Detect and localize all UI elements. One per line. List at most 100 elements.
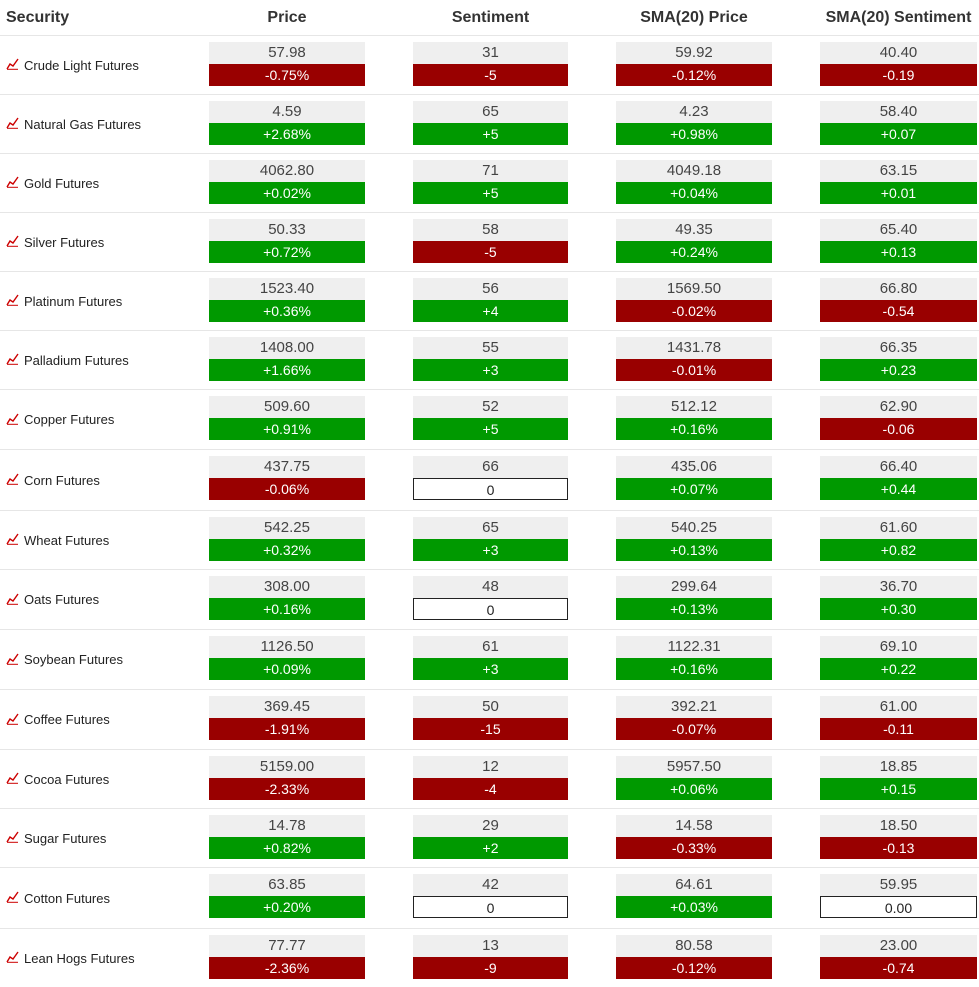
sma-sentiment-value: 18.85 — [820, 756, 977, 778]
trend-chart-icon[interactable] — [6, 234, 24, 250]
table-row: Cocoa Futures 5159.00 -2.33% 12 -4 5957.… — [0, 750, 979, 809]
sma-price-value: 435.06 — [616, 456, 772, 478]
security-cell[interactable]: Wheat Futures — [6, 511, 109, 569]
sma-price-value: 49.35 — [616, 219, 772, 241]
trend-chart-icon[interactable] — [6, 412, 24, 428]
security-cell[interactable]: Coffee Futures — [6, 690, 110, 749]
sentiment-value: 56 — [413, 278, 568, 300]
sma-price-value: 64.61 — [616, 874, 772, 896]
security-name[interactable]: Natural Gas Futures — [24, 116, 142, 132]
price-cell: 63.85 +0.20% — [209, 874, 365, 918]
price-change: +0.72% — [209, 241, 365, 263]
security-cell[interactable]: Gold Futures — [6, 154, 99, 212]
security-cell[interactable]: Natural Gas Futures — [6, 95, 141, 153]
security-name[interactable]: Sugar Futures — [24, 830, 107, 846]
security-name[interactable]: Wheat Futures — [24, 532, 110, 548]
sma-price-cell: 59.92 -0.12% — [616, 42, 772, 86]
header-sma-price[interactable]: SMA(20) Price — [640, 8, 748, 26]
sma-sentiment-change: +0.82 — [820, 539, 977, 561]
security-name[interactable]: Lean Hogs Futures — [24, 950, 135, 966]
security-name[interactable]: Coffee Futures — [24, 712, 110, 727]
price-change: -1.91% — [209, 718, 365, 740]
sma-sentiment-cell: 40.40 -0.19 — [820, 42, 977, 86]
price-value: 1408.00 — [209, 337, 365, 359]
sentiment-change: -9 — [413, 957, 568, 979]
security-cell[interactable]: Crude Light Futures — [6, 36, 139, 94]
sma-price-change: +0.13% — [616, 598, 772, 620]
security-cell[interactable]: Cocoa Futures — [6, 750, 109, 808]
sentiment-cell: 50 -15 — [413, 696, 568, 740]
security-name[interactable]: Oats Futures — [24, 592, 100, 607]
trend-chart-icon[interactable] — [6, 352, 24, 368]
trend-chart-icon[interactable] — [6, 472, 24, 488]
price-value: 14.78 — [209, 815, 365, 837]
trend-chart-icon[interactable] — [6, 652, 24, 668]
header-sentiment[interactable]: Sentiment — [451, 8, 530, 26]
sma-price-value: 59.92 — [616, 42, 772, 64]
trend-chart-icon[interactable] — [6, 116, 24, 132]
sma-price-value: 299.64 — [616, 576, 772, 598]
security-name[interactable]: Silver Futures — [24, 234, 105, 250]
trend-chart-icon[interactable] — [6, 175, 24, 191]
trend-chart-icon[interactable] — [6, 57, 24, 73]
sma-price-value: 4.23 — [616, 101, 772, 123]
security-cell[interactable]: Oats Futures — [6, 570, 99, 629]
sma-sentiment-change: -0.54 — [820, 300, 977, 322]
security-cell[interactable]: Palladium Futures — [6, 331, 129, 389]
security-cell[interactable]: Platinum Futures — [6, 272, 122, 330]
price-change: +0.32% — [209, 539, 365, 561]
trend-chart-icon[interactable] — [6, 950, 24, 966]
header-sma-sentiment[interactable]: SMA(20) Sentiment — [825, 8, 972, 26]
security-cell[interactable]: Silver Futures — [6, 213, 104, 271]
security-name[interactable]: Gold Futures — [24, 175, 100, 191]
security-name[interactable]: Crude Light Futures — [24, 57, 139, 73]
trend-chart-icon[interactable] — [6, 532, 24, 548]
trend-chart-icon[interactable] — [6, 890, 24, 906]
trend-chart-icon[interactable] — [6, 771, 24, 787]
trend-chart-icon[interactable] — [6, 592, 24, 608]
sma-sentiment-cell: 23.00 -0.74 — [820, 935, 977, 979]
header-security[interactable]: Security — [6, 8, 70, 26]
sma-price-cell: 1431.78 -0.01% — [616, 337, 772, 381]
trend-chart-icon[interactable] — [6, 293, 24, 309]
security-name[interactable]: Platinum Futures — [24, 293, 123, 309]
sma-price-change: +0.03% — [616, 896, 772, 918]
sma-price-change: -0.12% — [616, 957, 772, 979]
security-name[interactable]: Cocoa Futures — [24, 771, 110, 787]
table-row: Wheat Futures 542.25 +0.32% 65 +3 540.25… — [0, 511, 979, 570]
price-change: -2.33% — [209, 778, 365, 800]
security-name[interactable]: Palladium Futures — [24, 352, 129, 368]
table-row: Palladium Futures 1408.00 +1.66% 55 +3 1… — [0, 331, 979, 390]
sentiment-cell: 55 +3 — [413, 337, 568, 381]
sma-price-cell: 1122.31 +0.16% — [616, 636, 772, 680]
price-change: +0.82% — [209, 837, 365, 859]
table-row: Coffee Futures 369.45 -1.91% 50 -15 392.… — [0, 690, 979, 750]
security-cell[interactable]: Lean Hogs Futures — [6, 929, 135, 987]
security-name[interactable]: Corn Futures — [24, 472, 100, 488]
security-cell[interactable]: Corn Futures — [6, 450, 100, 510]
trend-chart-icon[interactable] — [6, 830, 24, 846]
sma-sentiment-cell: 18.85 +0.15 — [820, 756, 977, 800]
sma-sentiment-change: +0.13 — [820, 241, 977, 263]
price-value: 5159.00 — [209, 756, 365, 778]
security-name[interactable]: Soybean Futures — [24, 652, 124, 667]
security-cell[interactable]: Soybean Futures — [6, 630, 123, 689]
sentiment-value: 66 — [413, 456, 568, 478]
sentiment-change: +2 — [413, 837, 568, 859]
price-change: +2.68% — [209, 123, 365, 145]
sma-sentiment-value: 65.40 — [820, 219, 977, 241]
sma-price-value: 512.12 — [616, 396, 772, 418]
security-cell[interactable]: Cotton Futures — [6, 868, 110, 928]
security-name[interactable]: Copper Futures — [24, 412, 115, 427]
security-name[interactable]: Cotton Futures — [24, 890, 110, 906]
price-cell: 57.98 -0.75% — [209, 42, 365, 86]
sentiment-cell: 58 -5 — [413, 219, 568, 263]
trend-chart-icon[interactable] — [6, 712, 24, 728]
sma-price-change: -0.12% — [616, 64, 772, 86]
header-price[interactable]: Price — [267, 8, 307, 26]
sma-sentiment-cell: 61.60 +0.82 — [820, 517, 977, 561]
security-cell[interactable]: Copper Futures — [6, 390, 114, 449]
table-row: Oats Futures 308.00 +0.16% 48 0 299.64 +… — [0, 570, 979, 630]
security-cell[interactable]: Sugar Futures — [6, 809, 106, 867]
sma-sentiment-cell: 63.15 +0.01 — [820, 160, 977, 204]
